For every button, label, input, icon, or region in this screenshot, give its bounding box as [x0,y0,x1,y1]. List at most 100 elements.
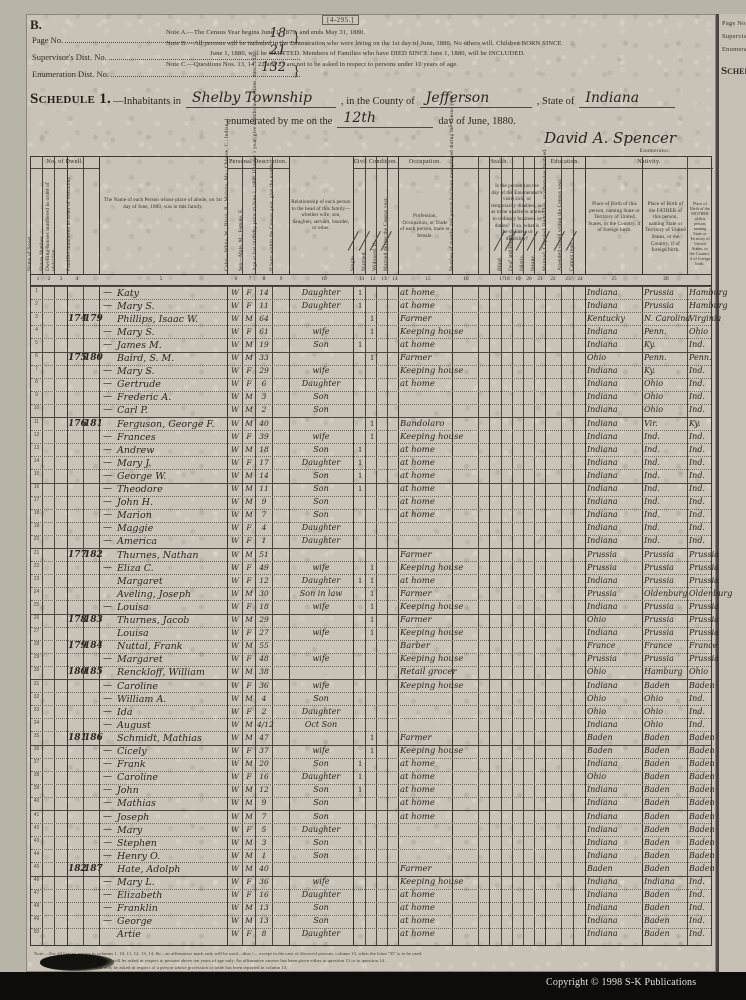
age-value: 16 [259,890,269,900]
column-number-15: 15 [425,276,431,282]
relationship-value: Son [313,693,329,703]
person-name: Caroline [117,772,159,784]
birthplace-value: Indiana [587,470,618,480]
father-birthplace-value: Ky. [644,339,656,349]
row-line-number: 46 [33,877,40,883]
col-3-caption: Dwelling-houses numbered in order of vis… [45,182,57,271]
name-dash: — [103,798,112,809]
mother-birthplace-value: Ohio [689,326,709,336]
age-value: 30 [259,588,269,598]
relationship-value: wife [312,601,330,611]
column-rule-11 [365,286,366,945]
row-rule [31,823,711,825]
birthplace-value: Ohio [587,353,607,362]
relationship-value: Son [313,392,329,402]
sex-value: F [246,457,252,467]
row-rule [31,299,711,301]
occupation-value: at home [400,890,435,901]
person-name: Frances [117,431,156,443]
enumeration-dist-label: Enumeration Dist. No. [32,69,109,79]
family-number: 185 [84,667,103,678]
row-rule [31,456,711,458]
mother-birthplace-value: Prussia [689,628,719,638]
col-8-caption: Age at last birthday prior to June 1, 18… [252,53,258,271]
color-value: W [231,877,239,886]
sex-value: F [246,287,252,297]
birthplace-value: Indiana [587,601,618,611]
birthplace-value: Indiana [587,287,618,297]
occupation-value: at home [400,811,435,822]
row-rule [31,417,711,418]
dwelling-number: 176 [68,418,87,429]
relationship-value: Daughter [301,379,341,389]
age-value: 55 [259,641,269,651]
married-mark: 1 [370,575,374,585]
dwelling-number: 178 [68,615,87,625]
occupation-value: Keeping house [400,654,464,665]
father-birthplace-value: Baden [644,772,670,782]
color-value: W [231,392,239,402]
person-name: Hate, Adolph [117,863,181,875]
single-mark: 1 [358,785,362,795]
father-birthplace-value: Baden [644,824,670,834]
state-label: , State of [536,96,575,107]
sex-value: M [245,497,253,507]
name-dash: — [103,405,112,416]
birthplace-value: Indiana [587,719,618,729]
mother-birthplace-value: Ind. [689,916,705,926]
row-rule [31,927,711,929]
color-value: W [231,785,239,795]
father-birthplace-value: Baden [644,785,670,795]
color-value: W [231,353,239,362]
age-value: 64 [259,313,269,323]
row-line-number: 40 [33,798,40,805]
birthplace-value: Prussia [587,562,617,572]
column-number-7: 7 [248,276,252,282]
birthplace-value: Indiana [587,444,618,454]
family-number: 187 [84,863,103,874]
mother-birthplace-value: Baden [689,863,715,873]
occupation-value: Barber [400,641,430,652]
row-rule [31,482,711,484]
occupation-value: Keeping house [400,326,464,337]
person-name: Maggie [117,523,154,535]
father-birthplace-value: Ind. [644,470,660,480]
relationship-value: Son [313,850,329,860]
row-rule [31,469,711,471]
adjacent-page-no-label: Page No. [722,20,746,27]
sex-value: F [246,824,252,834]
mother-birthplace-value: Ind. [689,431,705,441]
color-value: W [231,431,239,441]
column-number-4: 4 [75,276,79,282]
single-mark: 1 [358,287,362,297]
name-dash: — [103,287,112,298]
adjacent-enumeration-label: Enumeration Dist. No. [722,46,746,53]
family-number: 179 [84,313,103,324]
person-name: Joseph [117,811,150,823]
enumerator-signature-block: David A. Spencer Enumerator. [446,129,676,154]
row-rule [31,757,711,759]
name-dash: — [103,601,112,612]
father-birthplace-value: Baden [644,929,670,939]
mother-birthplace-value: Ind. [689,536,705,546]
color-value: W [231,916,239,926]
sex-value: F [246,929,252,939]
inhabitants-label: —Inhabitants in [113,96,181,107]
row-line-number: 39 [33,785,40,792]
name-dash: — [103,536,112,547]
supervisor-dist-fill: 21 [108,43,300,60]
supervisor-dist-value: 21 [269,43,286,58]
color-value: W [231,772,239,782]
color-value: W [231,484,239,493]
father-birthplace-value: Penn. [644,326,667,336]
married-mark: 1 [370,326,374,336]
col-10-caption: Relationship of each person to the head … [291,199,351,232]
enumerated-tail: day of June, 1880. [438,116,516,127]
occupation-value: Keeping house [400,366,464,377]
color-value: W [231,379,239,389]
color-value: W [231,837,239,847]
sex-value: F [246,890,252,900]
age-value: 2 [261,405,267,415]
person-name: Baird, S. M. [117,353,175,364]
occupation-value: at home [400,444,435,455]
